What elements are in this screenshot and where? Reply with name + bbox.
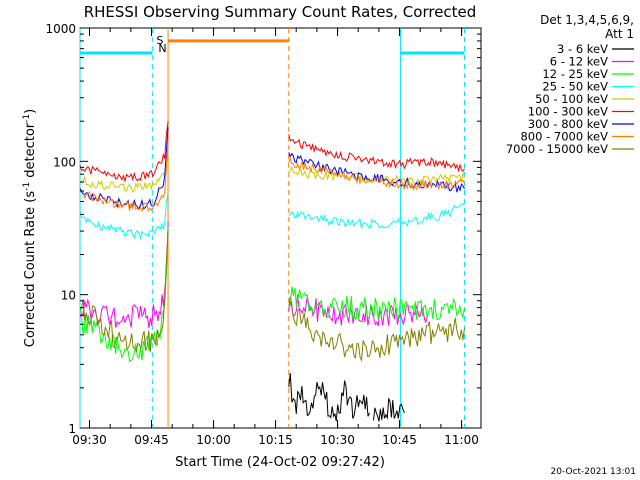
plot-frame — [79, 27, 482, 429]
legend-header-line-1: Det 1,3,4,5,6,9, — [540, 13, 634, 27]
x-tick-label: 09:30 — [72, 433, 107, 447]
series-line — [79, 121, 169, 183]
series-layer — [79, 121, 465, 422]
series-line — [79, 190, 169, 240]
S-label: S — [156, 34, 163, 47]
series-line — [79, 227, 169, 363]
x-tick-label: 10:30 — [320, 433, 355, 447]
x-tick-label: 10:00 — [196, 433, 231, 447]
series-line — [288, 294, 428, 327]
series-line — [288, 134, 465, 173]
series-line — [79, 222, 169, 328]
legend-label: 25 - 50 keV — [542, 80, 608, 94]
legend-label: 7000 - 15000 keV — [506, 142, 608, 156]
timestamp: 20-Oct-2021 13:01 — [551, 467, 636, 477]
series-12-25keV — [79, 227, 465, 363]
series-line — [288, 286, 465, 322]
legend-header-line-2: Att 1 — [605, 27, 634, 41]
series-300-800keV — [79, 127, 465, 210]
series-3-6keV — [288, 373, 405, 422]
legend-label: 12 - 25 keV — [542, 67, 608, 81]
series-line — [79, 231, 169, 353]
y-tick-label: 100 — [53, 155, 76, 169]
legend-label: 800 - 7000 keV — [520, 130, 608, 144]
x-tick-label: 10:45 — [382, 433, 417, 447]
series-line — [79, 137, 169, 213]
legend-label: 300 - 800 keV — [528, 117, 608, 131]
N-label: N — [158, 42, 166, 55]
annotation-layer: SN — [79, 28, 465, 428]
legend-label: 50 - 100 keV — [535, 92, 608, 106]
series-line — [288, 301, 465, 362]
x-axis-label: Start Time (24-Oct-02 09:27:42) — [175, 455, 385, 470]
x-tick-label: 10:15 — [258, 433, 293, 447]
x-tick-label: 09:45 — [134, 433, 169, 447]
series-line — [288, 373, 370, 422]
series-100-300keV — [79, 121, 465, 183]
legend-label: 100 - 300 keV — [528, 105, 608, 119]
chart-title: RHESSI Observing Summary Count Rates, Co… — [84, 3, 477, 21]
series-25-50keV — [79, 190, 465, 240]
series-line — [79, 150, 169, 193]
series-800-7000keV — [79, 137, 465, 213]
y-tick-label: 1 — [68, 422, 76, 436]
x-tick-label: 11:00 — [444, 433, 479, 447]
legend-label: 6 - 12 keV — [550, 55, 608, 69]
series-line — [373, 398, 405, 422]
axis-layer: 09:30 09:45 10:00 10:15 10:30 10:45 11:00 1 10 10… — [45, 22, 481, 447]
y-tick-label: 10 — [61, 289, 76, 303]
y-tick-label: 1000 — [45, 22, 76, 36]
series-line — [288, 203, 465, 229]
y-axis-label: Corrected Count Rate (s-1 detector-1) — [22, 109, 38, 347]
series-6-12keV — [79, 222, 428, 328]
series-line — [288, 156, 465, 191]
series-7000-15000keV — [79, 231, 465, 362]
legend-label: 3 - 6 keV — [557, 42, 608, 56]
